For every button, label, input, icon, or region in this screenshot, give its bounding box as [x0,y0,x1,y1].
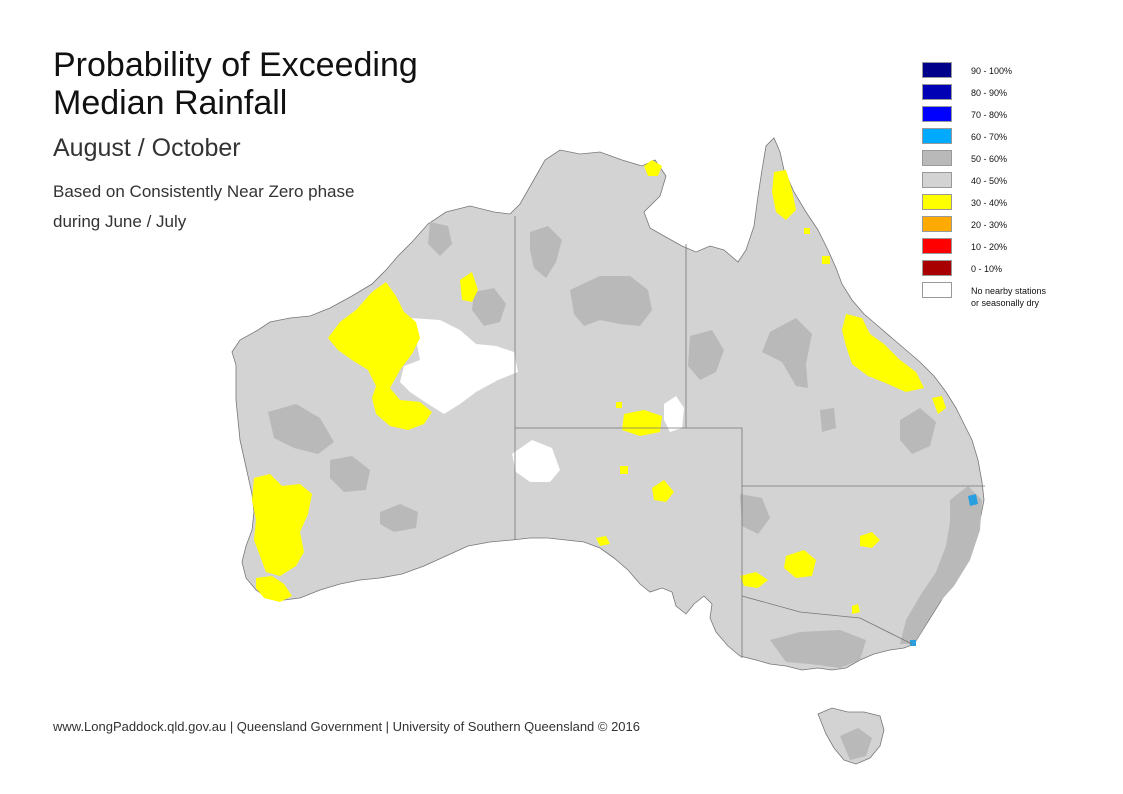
legend-swatch [922,260,952,276]
legend-swatch [922,194,952,210]
legend-item: No nearby stations or seasonally dry [922,282,1091,308]
probability-60-70-regions [910,494,978,646]
legend-swatch [922,62,952,78]
legend-swatch [922,150,952,166]
description-line-1: Based on Consistently Near Zero phase [53,182,355,201]
legend-label: No nearby stations or seasonally dry [971,286,1047,308]
legend-label: 70 - 80% [971,110,1008,120]
legend-swatch [922,238,952,254]
legend-item: 60 - 70% [922,128,1091,150]
legend-label: 90 - 100% [971,66,1013,76]
legend-label: 0 - 10% [971,264,1003,274]
legend-item: 10 - 20% [922,238,1091,260]
legend-swatch [922,172,952,188]
title-line-2: Median Rainfall [53,84,288,122]
legend-item: 20 - 30% [922,216,1091,238]
title-line-1: Probability of Exceeding [53,46,418,84]
map-description: Based on Consistently Near Zero phase du… [53,177,354,237]
legend-swatch [922,282,952,298]
legend-label: 20 - 30% [971,220,1008,230]
legend-item: 70 - 80% [922,106,1091,128]
legend-label-line-2: or seasonally dry [971,298,1040,308]
state-borders [514,216,985,658]
legend-item: 80 - 90% [922,84,1091,106]
probability-30-40-regions [252,160,946,614]
footer-credits: www.LongPaddock.qld.gov.au | Queensland … [53,719,640,734]
legend-label: 10 - 20% [971,242,1008,252]
map-title: Probability of Exceeding Median Rainfall [53,46,418,122]
legend-label: 30 - 40% [971,198,1008,208]
legend-swatch [922,106,952,122]
legend-swatch [922,216,952,232]
legend: 90 - 100% 80 - 90% 70 - 80% 60 - 70% 50 - 60… [922,62,1091,308]
probability-50-60-regions [268,222,982,760]
no-data-regions [400,318,684,482]
mainland-australia [231,137,985,671]
legend-item: 50 - 60% [922,150,1091,172]
map-subtitle: August / October [53,134,241,162]
legend-label: 80 - 90% [971,88,1008,98]
legend-label: 60 - 70% [971,132,1008,142]
legend-swatch [922,84,952,100]
legend-swatch [922,128,952,144]
legend-label: 40 - 50% [971,176,1008,186]
legend-item: 0 - 10% [922,260,1091,282]
legend-item: 40 - 50% [922,172,1091,194]
legend-item: 30 - 40% [922,194,1091,216]
description-line-2: during June / July [53,212,187,231]
legend-item: 90 - 100% [922,62,1091,84]
legend-label: 50 - 60% [971,154,1008,164]
